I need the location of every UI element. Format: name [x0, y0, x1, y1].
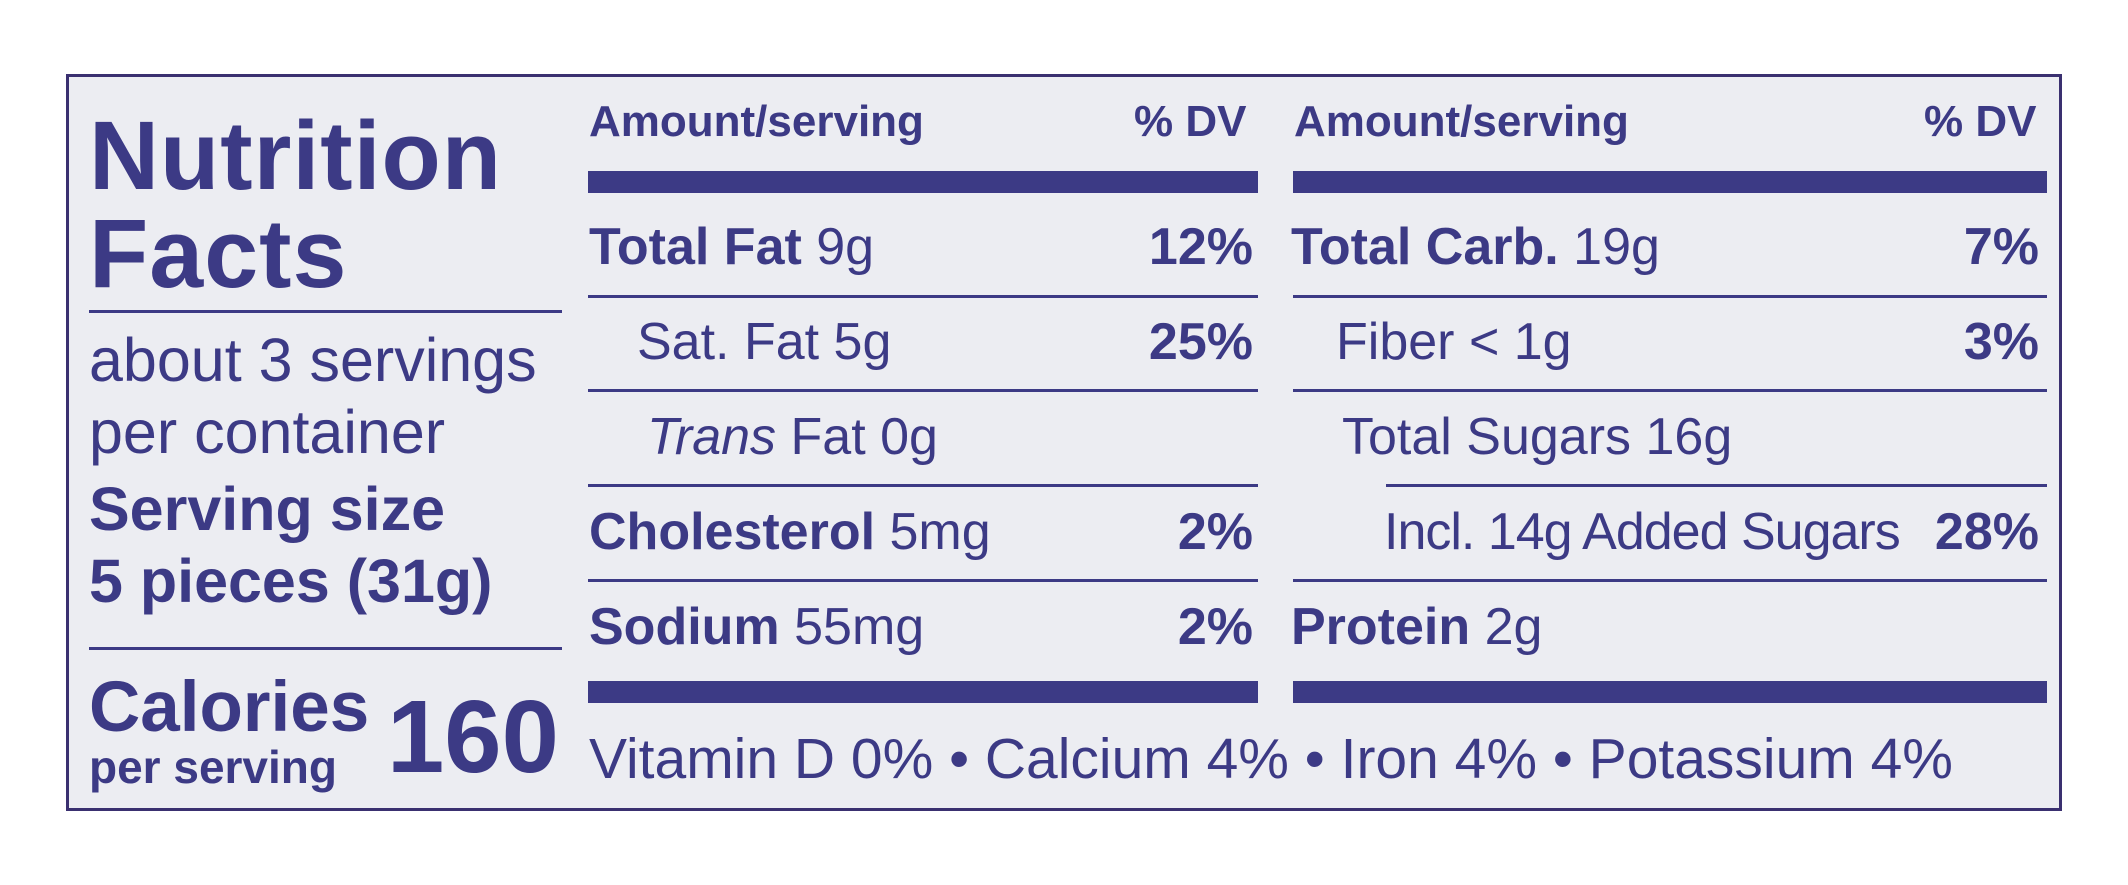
dv-total-carb: 7%: [1963, 218, 2039, 276]
nutrient-fiber: Fiber < 1g: [1336, 313, 1572, 371]
left-row-divider: [588, 389, 1258, 392]
dv-cholesterol: 2%: [1177, 503, 1253, 561]
left-row-divider: [588, 484, 1258, 487]
left-divider-top: [89, 310, 562, 313]
right-row-divider: [1293, 579, 2047, 582]
title-line-1: Nutrition: [89, 101, 503, 210]
dv-sodium: 2%: [1177, 598, 1253, 656]
calories-value: 160: [387, 679, 559, 794]
title-line-2: Facts: [89, 199, 348, 308]
nutrient-total-carb: Total Carb. 19g: [1291, 218, 1660, 276]
servings-line-1: about 3 servings: [89, 326, 537, 394]
nutrient-sat-fat: Sat. Fat 5g: [637, 313, 892, 371]
nutrient-total-fat: Total Fat 9g: [589, 218, 875, 276]
nutrient-sodium: Sodium 55mg: [589, 598, 925, 656]
servings-line-2: per container: [89, 398, 446, 466]
dv-fiber: 3%: [1963, 313, 2039, 371]
left-thick-rule-bottom: [588, 681, 1258, 703]
right-amount-header: Amount/serving: [1294, 97, 1629, 146]
left-divider-bottom: [89, 647, 562, 650]
left-thick-rule-top: [588, 171, 1258, 193]
left-amount-header: Amount/serving: [589, 97, 924, 146]
dv-added-sugars: 28%: [1934, 503, 2039, 561]
serving-size-label: Serving size: [89, 475, 445, 543]
right-dv-header: % DV: [1924, 97, 2037, 146]
right-row-divider: [1293, 295, 2047, 298]
right-thick-rule-bottom: [1293, 681, 2047, 703]
calories-label: Calories: [89, 668, 370, 747]
vitamins-line: Vitamin D 0% • Calcium 4% • Iron 4% • Po…: [589, 727, 1953, 791]
right-thick-rule-top: [1293, 171, 2047, 193]
nutrient-cholesterol: Cholesterol 5mg: [589, 503, 991, 561]
dv-total-fat: 12%: [1148, 218, 1253, 276]
nutrient-total-sugars: Total Sugars 16g: [1342, 408, 1733, 466]
left-dv-header: % DV: [1134, 97, 1247, 146]
serving-size-value: 5 pieces (31g): [89, 547, 493, 615]
nutrient-trans-fat: Trans Fat 0g: [647, 408, 938, 466]
right-row-divider: [1293, 389, 2047, 392]
right-row-divider-indented: [1386, 484, 2047, 487]
nutrient-protein: Protein 2g: [1291, 598, 1543, 656]
nutrition-facts-panel: Nutrition Facts about 3 servings per con…: [66, 74, 2062, 811]
left-row-divider: [588, 295, 1258, 298]
dv-sat-fat: 25%: [1148, 313, 1253, 371]
nutrient-added-sugars: Incl. 14g Added Sugars: [1384, 503, 1901, 561]
calories-sub-label: per serving: [89, 741, 337, 793]
left-row-divider: [588, 579, 1258, 582]
